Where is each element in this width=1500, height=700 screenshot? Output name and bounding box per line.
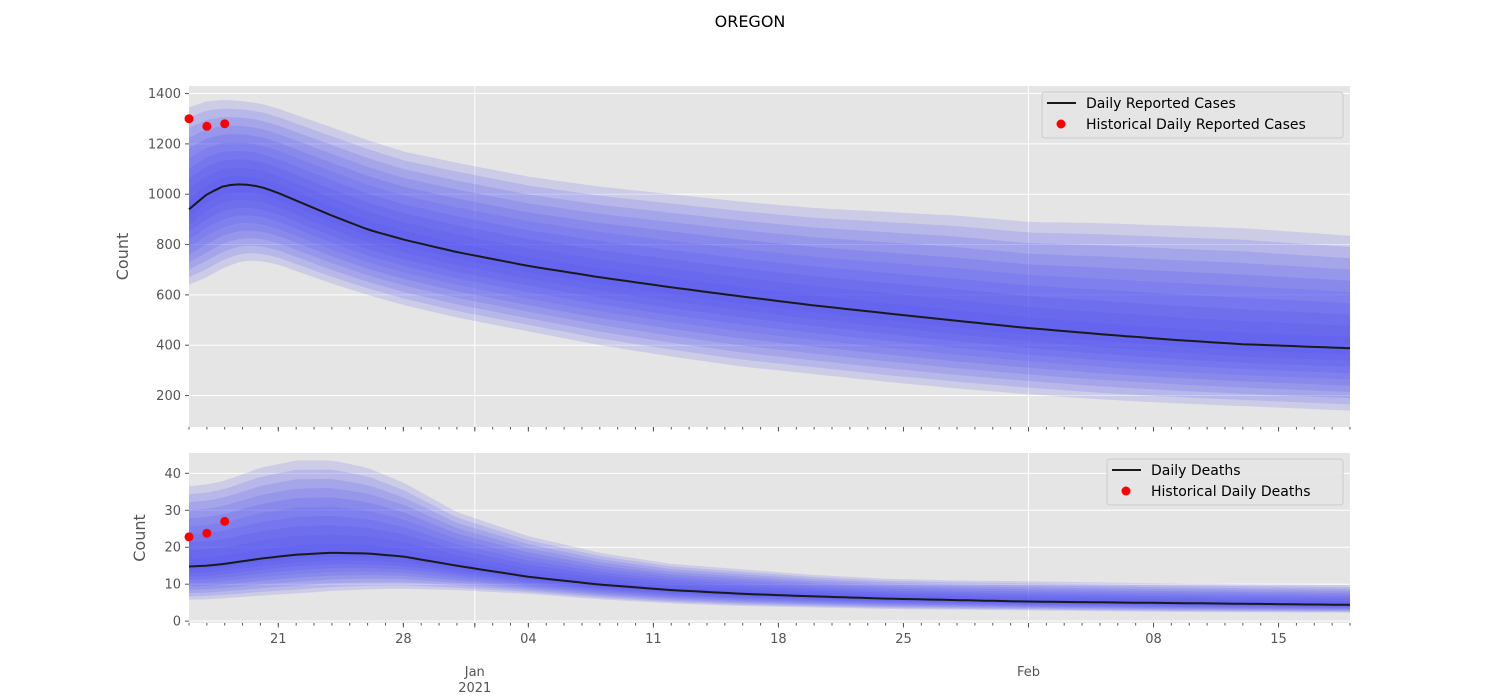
forecast-band [189, 469, 1350, 612]
y-tick-label: 1400 [148, 87, 181, 102]
legend-frame [1106, 458, 1344, 506]
x-tick-label: 21 [270, 632, 287, 647]
x-tick-label: 18 [770, 632, 787, 647]
forecast-band [189, 125, 1350, 392]
forecast-band [189, 134, 1350, 386]
x-tick-label: 28 [395, 632, 412, 647]
y-tick-label: 10 [164, 578, 181, 593]
y-tick-label: 1000 [148, 188, 181, 203]
y-tick-label: 0 [173, 615, 181, 630]
x-month-label: Jan [464, 665, 485, 680]
legend-frame [1041, 91, 1344, 139]
forecast-band [189, 142, 1350, 380]
y-tick-label: 400 [156, 339, 181, 354]
forecast-band [189, 534, 1350, 607]
forecast-band [189, 100, 1350, 411]
forecast-band [189, 525, 1350, 608]
legend-label-historical: Historical Daily Deaths [1151, 484, 1311, 500]
forecast-band [189, 488, 1350, 611]
forecast-band [189, 159, 1350, 367]
forecast-band [189, 506, 1350, 609]
x-tick-label: 25 [895, 632, 912, 647]
x-tick-label: 11 [645, 632, 662, 647]
legend-dot-swatch [1056, 119, 1066, 129]
plot-background [189, 86, 1350, 427]
y-tick-label: 200 [156, 389, 181, 404]
x-year-label: 2021 [458, 681, 491, 696]
y-axis-label: Count [113, 233, 132, 281]
forecast-band [189, 167, 1350, 361]
y-tick-label: 1200 [148, 137, 181, 152]
median-line [188, 183, 1351, 350]
x-tick-label: 04 [520, 632, 537, 647]
historical-point [220, 516, 230, 526]
x-tick-label: 08 [1145, 632, 1162, 647]
legend-label-median: Daily Reported Cases [1086, 96, 1236, 112]
figure-title: OREGON [715, 12, 786, 31]
x-tick-label: 15 [1270, 632, 1287, 647]
legend-dot-swatch [1121, 486, 1131, 496]
historical-point [184, 532, 194, 542]
forecast-band [189, 176, 1350, 355]
forecast-band [189, 543, 1350, 606]
y-tick-label: 20 [164, 541, 181, 556]
legend-label-historical: Historical Daily Reported Cases [1086, 117, 1306, 133]
forecast-band [189, 478, 1350, 612]
y-tick-label: 40 [164, 467, 181, 482]
historical-point [220, 119, 230, 129]
legend-label-median: Daily Deaths [1151, 463, 1241, 479]
historical-point [202, 528, 212, 538]
forecast-band [189, 515, 1350, 608]
y-tick-label: 30 [164, 504, 181, 519]
y-axis-label: Count [130, 514, 149, 562]
median-line [188, 551, 1351, 606]
forecast-band [189, 117, 1350, 399]
y-tick-label: 600 [156, 288, 181, 303]
forecast-bands [189, 460, 1350, 613]
y-tick-label: 800 [156, 238, 181, 253]
cases-panel: 200 400 600 800 1000 1200 1400 Count Daily Repor… [113, 86, 1351, 432]
legend: Daily Reported Cases Historical Daily Rep… [1041, 91, 1344, 139]
forecast-band [189, 460, 1350, 613]
historical-point [184, 114, 194, 124]
historical-point [202, 121, 212, 131]
forecast-band [189, 151, 1350, 374]
deaths-panel: 0 10 20 30 40 Count Daily Deaths Historical Dai… [130, 453, 1351, 630]
forecast-bands [189, 100, 1350, 411]
x-month-label: Feb [1017, 665, 1040, 680]
legend: Daily Deaths Historical Daily Deaths [1106, 458, 1344, 506]
forecast-band [189, 497, 1350, 610]
